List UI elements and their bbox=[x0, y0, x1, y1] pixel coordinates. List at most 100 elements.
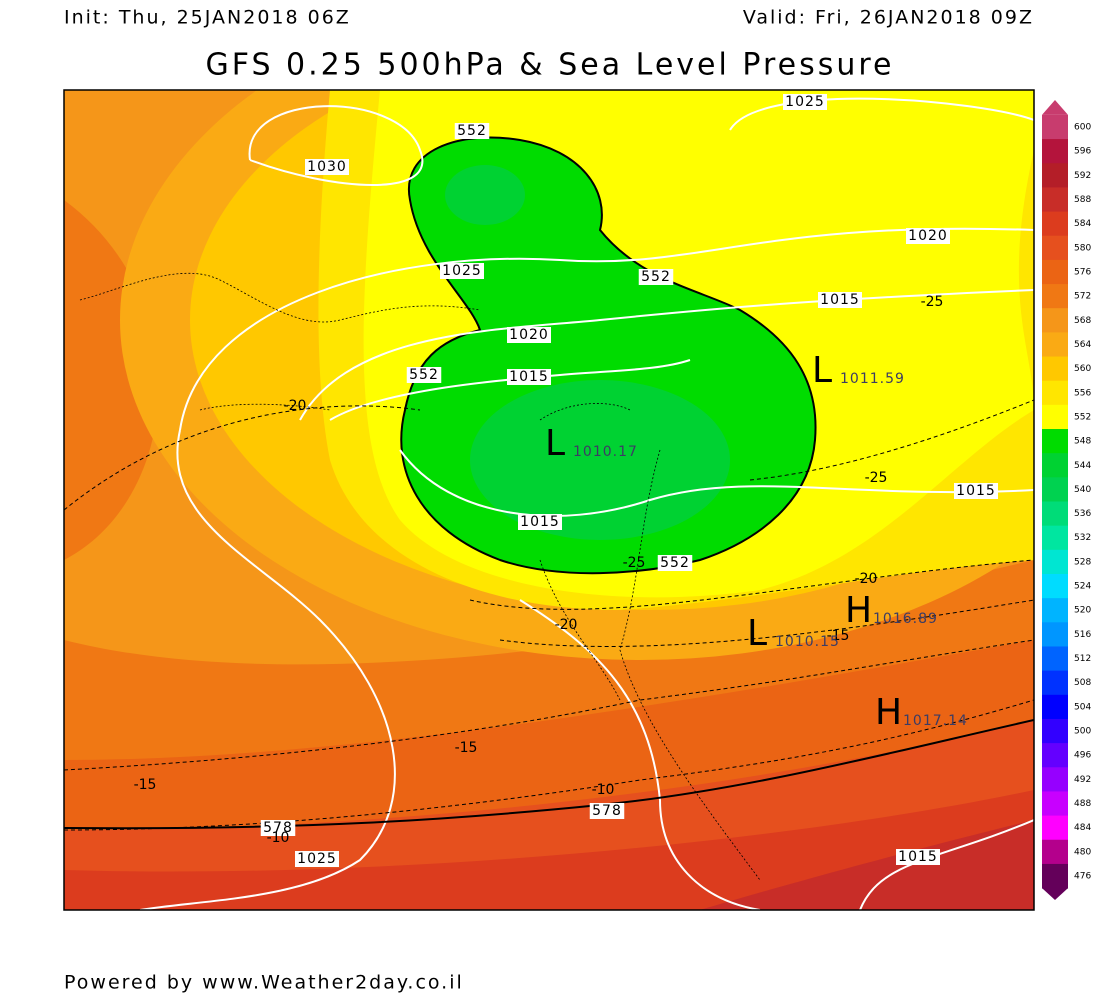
temperature-label: -20 bbox=[855, 571, 878, 587]
isobar-label: 1020 bbox=[908, 228, 948, 244]
colorbar-label: 480 bbox=[1074, 847, 1091, 857]
colorbar-end bbox=[1042, 888, 1068, 900]
colorbar-swatch bbox=[1042, 356, 1068, 382]
colorbar-label: 504 bbox=[1074, 702, 1091, 712]
field-fill bbox=[64, 790, 1034, 910]
colorbar-swatch bbox=[1042, 139, 1068, 164]
colorbar-swatch bbox=[1042, 404, 1068, 430]
colorbar-label: 588 bbox=[1074, 195, 1091, 205]
map: 1025 1030 1025 1020 1015 1015 1020 1015 1015 1025… bbox=[64, 90, 1034, 910]
pressure-center-value: 1016.89 bbox=[873, 611, 938, 627]
colorbar-label: 476 bbox=[1074, 872, 1091, 882]
isobar-label: 1030 bbox=[307, 159, 347, 175]
colorbar-swatch bbox=[1042, 718, 1068, 744]
height-label: 552 bbox=[457, 123, 487, 139]
colorbar-label: 516 bbox=[1074, 630, 1091, 640]
pressure-center-symbol: L bbox=[812, 350, 832, 391]
colorbar-label: 572 bbox=[1074, 292, 1091, 302]
colorbar-label: 532 bbox=[1074, 533, 1091, 543]
field-fill bbox=[700, 820, 1034, 910]
colorbar-label: 488 bbox=[1074, 799, 1091, 809]
colorbar: 600 596 592 588 584 580 576 572 568 564 560 556 552 5… bbox=[1042, 100, 1091, 900]
pressure-center-symbol: H bbox=[845, 590, 872, 631]
colorbar-label: 596 bbox=[1074, 147, 1091, 157]
pressure-center-symbol: L bbox=[747, 613, 767, 654]
colorbar-swatch bbox=[1042, 598, 1068, 623]
colorbar-label: 540 bbox=[1074, 485, 1091, 495]
colorbar-label: 592 bbox=[1074, 171, 1091, 181]
height-label-box bbox=[406, 367, 442, 383]
isobar-label: 1025 bbox=[297, 851, 337, 867]
isobar-label: 1015 bbox=[509, 369, 549, 385]
colorbar-swatch bbox=[1042, 501, 1068, 527]
colorbar-swatch bbox=[1042, 235, 1068, 261]
colorbar-label: 520 bbox=[1074, 606, 1091, 616]
colorbar-swatch bbox=[1042, 525, 1068, 551]
isobar-label: 1015 bbox=[898, 849, 938, 865]
pressure-center-value: 1010.17 bbox=[573, 444, 638, 460]
colorbar-label: 552 bbox=[1074, 412, 1091, 422]
isobar-label-box bbox=[507, 327, 551, 343]
colorbar-swatch bbox=[1042, 259, 1068, 285]
coastlines bbox=[79, 272, 761, 881]
colorbar-swatch bbox=[1042, 429, 1068, 454]
colorbar-label: 584 bbox=[1074, 219, 1091, 229]
height-label-box bbox=[589, 803, 625, 819]
map-frame bbox=[63, 89, 1035, 911]
colorbar-swatch bbox=[1042, 380, 1068, 406]
footer: Powered by www.Weather2day.co.il bbox=[64, 972, 464, 994]
colorbar-label: 564 bbox=[1074, 340, 1091, 350]
isobar-label: 1020 bbox=[509, 327, 549, 343]
temperature-label: -20 bbox=[284, 398, 307, 414]
pressure-center-value: 1011.59 bbox=[840, 371, 905, 387]
colorbar-label: 496 bbox=[1074, 751, 1091, 761]
colorbar-swatch bbox=[1042, 284, 1068, 309]
colorbar-label: 580 bbox=[1074, 243, 1091, 253]
field-fill bbox=[445, 165, 525, 225]
isobar-label-box bbox=[906, 228, 950, 244]
colorbar-swatch bbox=[1042, 477, 1068, 502]
colorbar-swatch bbox=[1042, 863, 1068, 889]
temperature-label: -15 bbox=[455, 740, 478, 756]
colorbar-label: 528 bbox=[1074, 557, 1091, 567]
isobar-label: 1015 bbox=[520, 514, 560, 530]
height-label-box bbox=[454, 123, 490, 139]
colorbar-label: 556 bbox=[1074, 388, 1091, 398]
height-label: 578 bbox=[263, 820, 293, 836]
height-label: 552 bbox=[660, 555, 690, 571]
pressure-center-value: 1017.14 bbox=[903, 713, 968, 729]
colorbar-end bbox=[1042, 100, 1068, 115]
map-labels: 1025 1030 1025 1020 1015 1015 1020 1015 1015 1025… bbox=[134, 94, 998, 867]
colorbar-swatch bbox=[1042, 114, 1068, 140]
colorbar-label: 500 bbox=[1074, 727, 1091, 737]
colorbar-label: 492 bbox=[1074, 775, 1091, 785]
temperature-label: -25 bbox=[865, 470, 888, 486]
colorbar-label: 600 bbox=[1074, 123, 1091, 133]
isobar-label: 1025 bbox=[442, 263, 482, 279]
isobar-label-box bbox=[305, 159, 349, 175]
colorbar-label: 568 bbox=[1074, 316, 1091, 326]
colorbar-label: 508 bbox=[1074, 678, 1091, 688]
colorbar-swatch bbox=[1042, 694, 1068, 720]
temperature-contours bbox=[64, 399, 1034, 831]
isobar-label-box bbox=[507, 369, 551, 385]
colorbar-swatch bbox=[1042, 187, 1068, 213]
isobar-label: 1025 bbox=[785, 94, 825, 110]
colorbar-swatch bbox=[1042, 815, 1068, 841]
temperature-label: -20 bbox=[555, 617, 578, 633]
height-label: 552 bbox=[641, 269, 671, 285]
colorbar-swatch bbox=[1042, 573, 1068, 599]
temperature-label: -15 bbox=[827, 628, 850, 644]
colorbar-swatch bbox=[1042, 163, 1068, 188]
colorbar-swatch bbox=[1042, 453, 1068, 478]
colorbar-swatch bbox=[1042, 767, 1068, 792]
colorbar-swatch bbox=[1042, 646, 1068, 672]
colorbar-label: 548 bbox=[1074, 437, 1091, 447]
title: GFS 0.25 500hPa & Sea Level Pressure bbox=[205, 48, 894, 83]
pressure-center-symbol: L bbox=[545, 423, 565, 464]
colorbar-swatch bbox=[1042, 549, 1068, 575]
isobar-label-box bbox=[518, 514, 562, 530]
height-label: 552 bbox=[409, 367, 439, 383]
